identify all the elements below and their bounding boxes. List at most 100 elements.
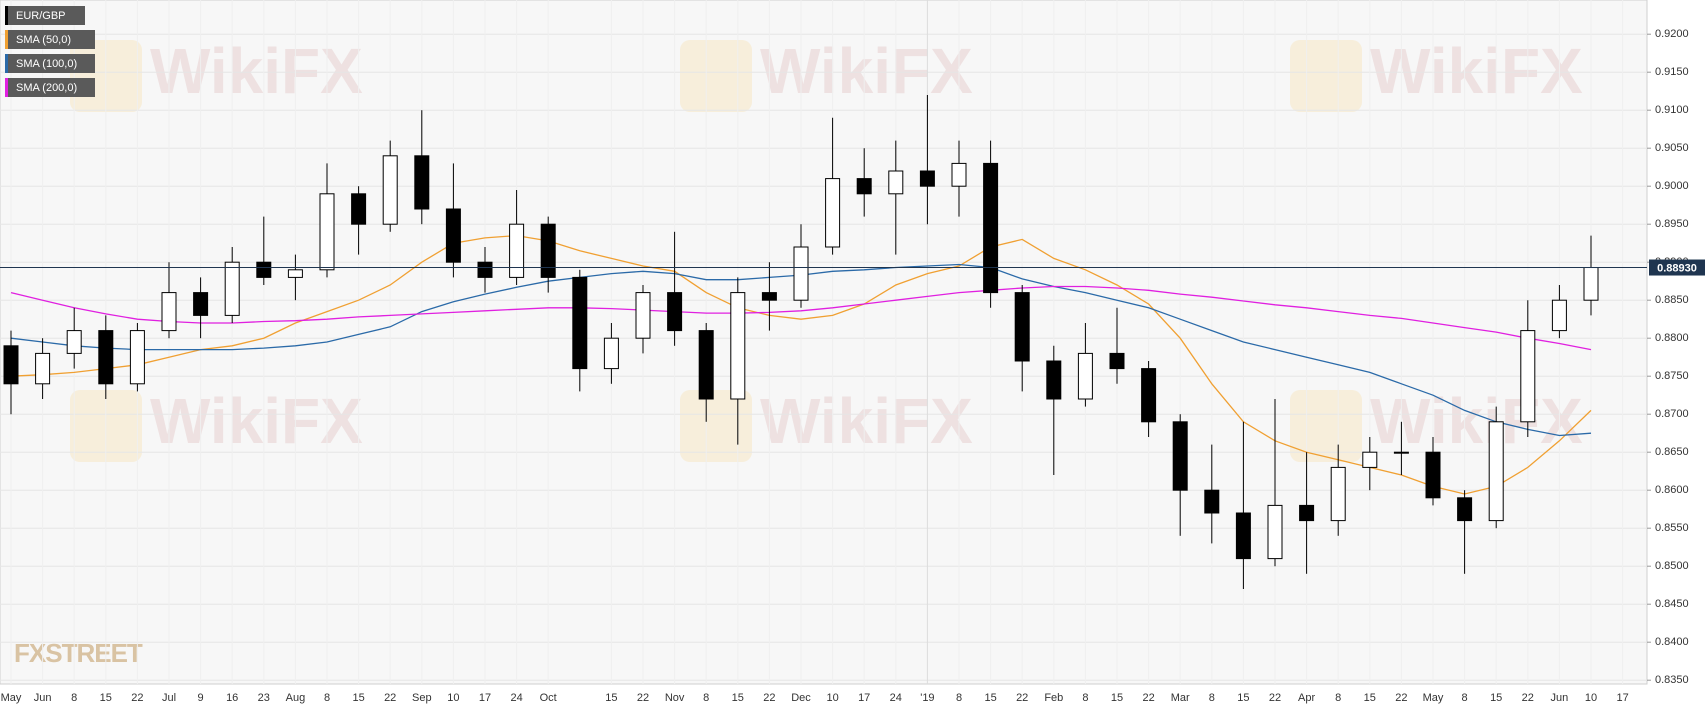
x-tick-label: 22: [1142, 692, 1154, 704]
candle-body: [1362, 451, 1378, 468]
y-tick-label: 0.9150: [1655, 66, 1689, 78]
x-tick-label: 22: [763, 692, 775, 704]
candles: [3, 95, 1599, 589]
watermark: WikiFX: [150, 385, 363, 457]
y-tick-label: 0.8850: [1655, 294, 1689, 306]
candle-body: [1299, 504, 1315, 522]
y-tick-label: 0.8350: [1655, 674, 1689, 686]
x-tick-label: 8: [703, 692, 709, 704]
brand-logo: FXSTREET: [14, 638, 143, 668]
x-tick-label: '19: [920, 692, 934, 704]
candle-body: [129, 330, 145, 385]
y-tick-label: 0.8500: [1655, 560, 1689, 572]
legend: EUR/GBP SMA (50,0) SMA (100,0) SMA (200,0): [5, 6, 95, 97]
candle-body: [382, 155, 398, 225]
candle-body: [1046, 360, 1062, 400]
candle-body: [224, 261, 240, 316]
x-tick-label: Jul: [162, 692, 176, 704]
candle-body: [888, 170, 904, 195]
candle-body: [1583, 267, 1599, 301]
candle-body: [1141, 368, 1157, 423]
y-tick-label: 0.8450: [1655, 598, 1689, 610]
candle-body: [603, 337, 619, 370]
x-tick-label: 24: [890, 692, 902, 704]
x-tick-label: Mar: [1171, 692, 1190, 704]
plot-area: [0, 0, 1648, 685]
watermark: WikiFX: [150, 35, 363, 107]
x-tick-label: 17: [479, 692, 491, 704]
x-tick-label: 22: [1522, 692, 1534, 704]
candle-body: [98, 330, 114, 385]
candle-body: [351, 193, 367, 225]
candle-body: [477, 261, 493, 278]
watermarks: WikiFX WikiFX WikiFX WikiFX WikiFX WikiFX FXST…: [14, 35, 1583, 668]
y-tick-label: 0.9050: [1655, 142, 1689, 154]
candle-body: [66, 330, 82, 354]
x-tick-label: Dec: [791, 692, 811, 704]
x-tick-label: 8: [1209, 692, 1215, 704]
candle-body: [572, 276, 588, 370]
x-tick-label: Jun: [1551, 692, 1569, 704]
y-tick-label: 0.8750: [1655, 370, 1689, 382]
x-tick-label: 15: [100, 692, 112, 704]
x-tick-label: Jun: [34, 692, 52, 704]
candle-body: [193, 292, 209, 316]
x-tick-label: 22: [1395, 692, 1407, 704]
candle-body: [761, 292, 777, 301]
x-tick-label: 17: [1616, 692, 1628, 704]
candle-body: [951, 162, 967, 187]
candle-body: [414, 155, 430, 210]
x-tick-label: Apr: [1298, 692, 1315, 704]
legend-swatch: [5, 54, 8, 73]
watermark: WikiFX: [1370, 35, 1583, 107]
x-tick-label: 10: [447, 692, 459, 704]
candle-body: [35, 352, 51, 385]
legend-label: EUR/GBP: [16, 10, 66, 22]
x-tick-label: 22: [637, 692, 649, 704]
x-tick-label: 8: [71, 692, 77, 704]
legend-box: [5, 54, 95, 73]
x-tick-label: 10: [826, 692, 838, 704]
candle-body: [635, 292, 651, 339]
candle-body: [825, 178, 841, 248]
x-tick-label: 17: [858, 692, 870, 704]
x-tick-label: Sep: [412, 692, 432, 704]
y-tick-label: 0.8950: [1655, 218, 1689, 230]
candle-body: [667, 292, 683, 332]
x-tick-label: 8: [956, 692, 962, 704]
watermark-icon: [680, 40, 752, 112]
y-tick-label: 0.8550: [1655, 522, 1689, 534]
x-tick-label: May: [1, 692, 22, 704]
candle-body: [1551, 299, 1567, 332]
y-tick-label: 0.9000: [1655, 180, 1689, 192]
watermark-icon: [1290, 390, 1362, 462]
x-tick-label: Nov: [665, 692, 685, 704]
x-tick-label: 10: [1585, 692, 1597, 704]
x-tick-label: 16: [226, 692, 238, 704]
candle-body: [509, 223, 525, 278]
candle-body: [287, 269, 303, 278]
candle-body: [445, 208, 461, 263]
watermark: WikiFX: [760, 385, 973, 457]
legend-label: SMA (50,0): [16, 34, 71, 46]
x-tick-label: 15: [1490, 692, 1502, 704]
x-tick-label: 15: [605, 692, 617, 704]
y-tick-label: 0.8400: [1655, 636, 1689, 648]
candle-body: [161, 292, 177, 332]
candle-body: [1014, 292, 1030, 362]
candle-body: [1172, 421, 1188, 491]
candle-body: [1393, 451, 1409, 454]
candle-body: [1488, 421, 1504, 522]
candle-body: [319, 193, 335, 271]
candle-body: [540, 223, 556, 278]
candle-body: [793, 246, 809, 301]
candle-body: [856, 178, 872, 195]
x-tick-label: 9: [198, 692, 204, 704]
watermark-icon: [1290, 40, 1362, 112]
y-tick-label: 0.8650: [1655, 446, 1689, 458]
x-tick-label: Oct: [540, 692, 557, 704]
candle-body: [1330, 466, 1346, 522]
grid: [0, 0, 1647, 684]
candle-body: [919, 170, 935, 187]
